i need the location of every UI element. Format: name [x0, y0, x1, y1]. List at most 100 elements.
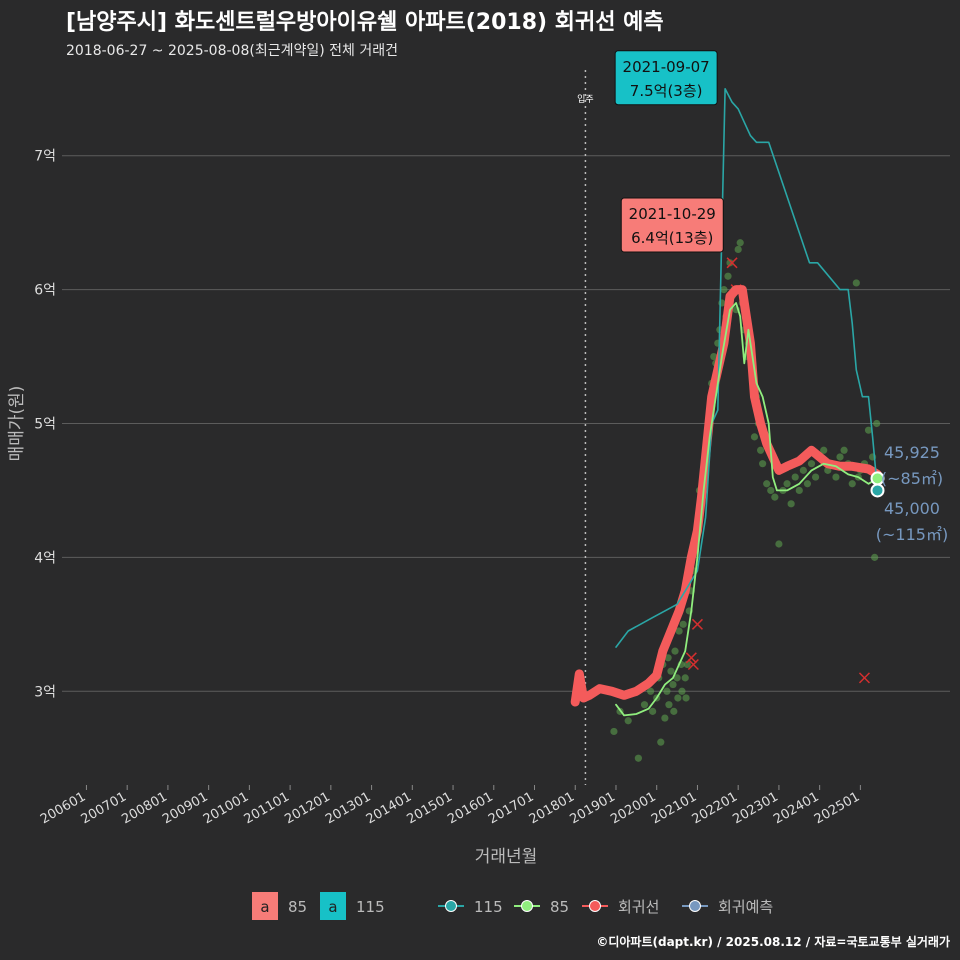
scatter-point-85	[873, 419, 881, 428]
legend-label-line: 115	[474, 898, 503, 916]
forecast-point-115	[870, 483, 885, 498]
y-tick-label: 7억	[34, 149, 56, 165]
scatter-point-85	[657, 738, 665, 746]
scatter-point-85	[736, 239, 744, 247]
scatter-point-85	[771, 493, 779, 501]
scatter-point-85	[710, 352, 718, 361]
x-tick-label: 202001	[608, 789, 658, 827]
scatter-point-85	[763, 480, 771, 488]
cancelled-deal-marker	[691, 618, 703, 630]
legend-swatch-box-85	[252, 892, 278, 920]
scatter-point-85	[759, 460, 767, 468]
scatter-point-85	[852, 279, 860, 287]
scatter-point-85	[682, 694, 690, 702]
x-tick-label: 201401	[364, 789, 414, 827]
annotation-price-85: 6.4억(13층)	[631, 229, 713, 247]
series-line-115	[615, 88, 879, 648]
scatter-point-85	[647, 687, 655, 695]
cancelled-deal-marker	[687, 658, 699, 671]
scatter-point-85	[756, 446, 765, 454]
scatter-point-85	[832, 473, 840, 481]
legend-label-line: 회귀선	[618, 898, 659, 916]
legend-swatch-point	[521, 900, 533, 912]
scatter-point-85	[674, 694, 682, 702]
scatter-point-85	[649, 707, 657, 715]
legend-swatch-point	[589, 900, 601, 912]
chart-title: [남양주시] 화도센트럴우방아이유쉘 아파트(2018) 회귀선 예측	[66, 10, 664, 35]
scatter-point-85	[720, 286, 728, 294]
legend-swatch-point	[445, 900, 457, 912]
y-axis-label: 매매가(원)	[7, 386, 27, 462]
x-tick-label: 201001	[201, 789, 251, 827]
scatter-point-85	[664, 654, 672, 662]
legend-label-line: 회귀예측	[718, 898, 773, 916]
x-tick-label: 202501	[812, 789, 862, 827]
scatter-point-85	[624, 717, 632, 725]
scatter-point-85	[683, 660, 691, 669]
legend-glyph: a	[260, 898, 269, 916]
annotation-date-85: 2021-10-29	[629, 205, 716, 223]
scatter-point-85	[840, 446, 848, 454]
scatter-point-85	[675, 627, 683, 635]
cancelled-deal-marker	[726, 257, 738, 269]
scatter-point-85	[665, 701, 673, 709]
scatter-point-85	[673, 674, 681, 682]
scatter-point-85	[679, 620, 687, 628]
scatter-point-85	[803, 480, 812, 488]
move-in-label: 입주	[577, 93, 594, 105]
scatter-point-85	[791, 473, 799, 481]
scatter-point-85	[661, 714, 669, 722]
y-tick-label: 4억	[34, 550, 56, 566]
annotation-price-115: 7.5억(3층)	[630, 82, 703, 100]
scatter-point-85	[726, 259, 734, 267]
y-tick-label: 3억	[34, 684, 56, 700]
x-tick-label: 201501	[405, 789, 455, 827]
x-tick-label: 202301	[730, 789, 780, 827]
legend-glyph: a	[328, 898, 337, 916]
scatter-point-85	[783, 480, 791, 488]
x-tick-label: 201901	[567, 789, 617, 827]
scatter-point-85	[864, 426, 873, 434]
x-tick-label: 201801	[527, 789, 577, 827]
x-tick-label: 202201	[690, 789, 740, 827]
annotation-box-85	[620, 197, 724, 253]
y-tick-label: 6억	[34, 283, 56, 299]
annotation-date-115: 2021-09-07	[623, 58, 710, 76]
x-tick-label: 201601	[445, 789, 495, 827]
scatter-point-85	[634, 754, 642, 762]
x-tick-label: 200801	[119, 789, 169, 827]
x-tick-label: 202401	[771, 789, 821, 827]
scatter-point-85	[610, 727, 618, 736]
x-tick-label: 200601	[38, 789, 88, 827]
scatter-point-85	[775, 540, 783, 548]
x-tick-label: 201101	[242, 789, 292, 827]
forecast-value-115: 45,000	[884, 499, 940, 518]
scatter-point-85	[787, 500, 795, 508]
scatter-point-85	[820, 446, 828, 454]
legend-label-box-85: 85	[288, 898, 307, 916]
legend-swatch-point	[689, 900, 701, 912]
x-tick-label: 200901	[160, 789, 210, 827]
y-tick-label: 5억	[34, 417, 56, 433]
scatter-point-85	[669, 680, 677, 689]
scatter-point-85	[678, 687, 686, 695]
x-axis-label: 거래년월	[475, 847, 538, 867]
scatter-point-85	[799, 466, 807, 474]
legend-label-box-115: 115	[356, 898, 385, 916]
scatter-point-85	[836, 453, 844, 461]
scatter-point-85	[681, 674, 689, 682]
scatter-point-85	[663, 687, 671, 695]
scatter-point-85	[671, 647, 679, 655]
scatter-point-85	[807, 460, 816, 468]
x-tick-label: 201701	[486, 789, 536, 827]
scatter-point-85	[848, 480, 856, 488]
forecast-area-115: (~115㎡)	[876, 525, 948, 544]
legend-swatch-box-115	[320, 892, 346, 920]
scatter-point-85	[640, 701, 649, 709]
x-tick-label: 201301	[323, 789, 373, 827]
scatter-point-85	[811, 473, 820, 481]
series-line-85	[615, 302, 879, 717]
forecast-value-85: 45,925	[884, 443, 940, 462]
scatter-point-85	[795, 486, 803, 495]
